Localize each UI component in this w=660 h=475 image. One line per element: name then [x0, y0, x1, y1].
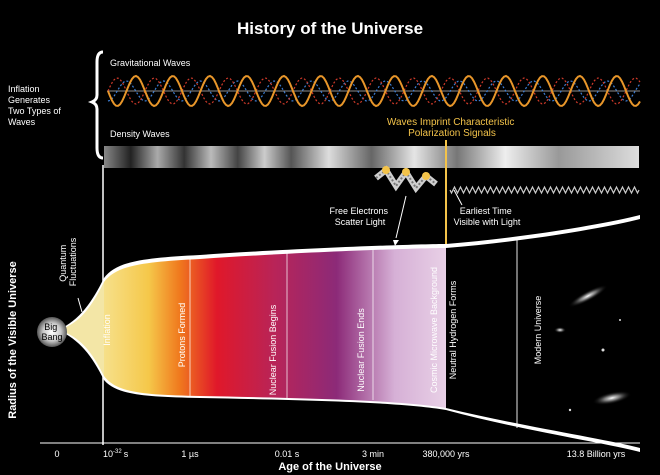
- free-light-wave: [449, 185, 640, 195]
- era-label: Neutral Hydrogen Forms: [448, 280, 458, 379]
- density-wave-band: [104, 146, 639, 168]
- gravitational-wave-red: [107, 77, 641, 105]
- electron-dot: [382, 166, 390, 174]
- star: [568, 408, 572, 412]
- tick-label: 1 µs: [181, 449, 199, 459]
- era-label: Inflation: [102, 314, 112, 346]
- electron-dot: [422, 172, 430, 180]
- inflation-brace: [87, 50, 104, 160]
- modern-universe-fill: [446, 219, 640, 448]
- tick-label: 10-32 s: [103, 449, 129, 459]
- electron-dot: [402, 168, 410, 176]
- quantum-pointer: [77, 297, 83, 313]
- diagram-title: History of the Universe: [237, 19, 423, 38]
- galaxy: [568, 284, 608, 308]
- era-label: Nuclear Fusion Begins: [268, 304, 278, 395]
- star: [601, 348, 605, 352]
- pointer-arrow: [453, 189, 463, 206]
- gravitational-wave-orange: [107, 74, 641, 108]
- tick-label: 13.8 Billion yrs: [567, 449, 626, 459]
- galaxy: [592, 390, 632, 406]
- galaxy: [554, 327, 566, 333]
- x-axis-label: Age of the Universe: [278, 461, 381, 473]
- big-bang-label: Big Bang: [41, 322, 62, 342]
- era-label: Modern Universe: [533, 296, 543, 365]
- tick-label: 3 min: [362, 449, 384, 459]
- tick-label: 0.01 s: [275, 449, 300, 459]
- inflation-fill: [58, 282, 104, 376]
- era-label: Protons Formed: [177, 303, 187, 368]
- era-label: Nuclear Fusion Ends: [356, 308, 366, 392]
- tick-label: 0: [54, 449, 59, 459]
- pointer-arrow-head: [393, 240, 399, 246]
- quantum-fluctuations-label: Quantum Fluctuations: [58, 237, 78, 286]
- inflation-waves-label: Inflation Generates Two Types of Waves: [8, 84, 63, 127]
- era-label: Cosmic Microwave Background: [429, 267, 439, 393]
- y-axis-label: Radius of the Visible Universe: [7, 261, 19, 419]
- era-labels: Inflation Protons Formed Nuclear Fusion Be…: [102, 267, 543, 395]
- earliest-time-label: Earliest Time Visible with Light: [454, 206, 521, 227]
- big-bang-circle: [37, 317, 67, 347]
- density-waves-label: Density Waves: [110, 129, 170, 139]
- gravitational-waves-label: Gravitational Waves: [110, 58, 191, 68]
- free-electrons-label: Free Electrons Scatter Light: [329, 206, 390, 227]
- tick-label: 380,000 yrs: [422, 449, 470, 459]
- star: [619, 319, 621, 321]
- polarization-label: Waves Imprint Characteristic Polarizatio…: [387, 117, 517, 139]
- pointer-arrow: [395, 195, 407, 239]
